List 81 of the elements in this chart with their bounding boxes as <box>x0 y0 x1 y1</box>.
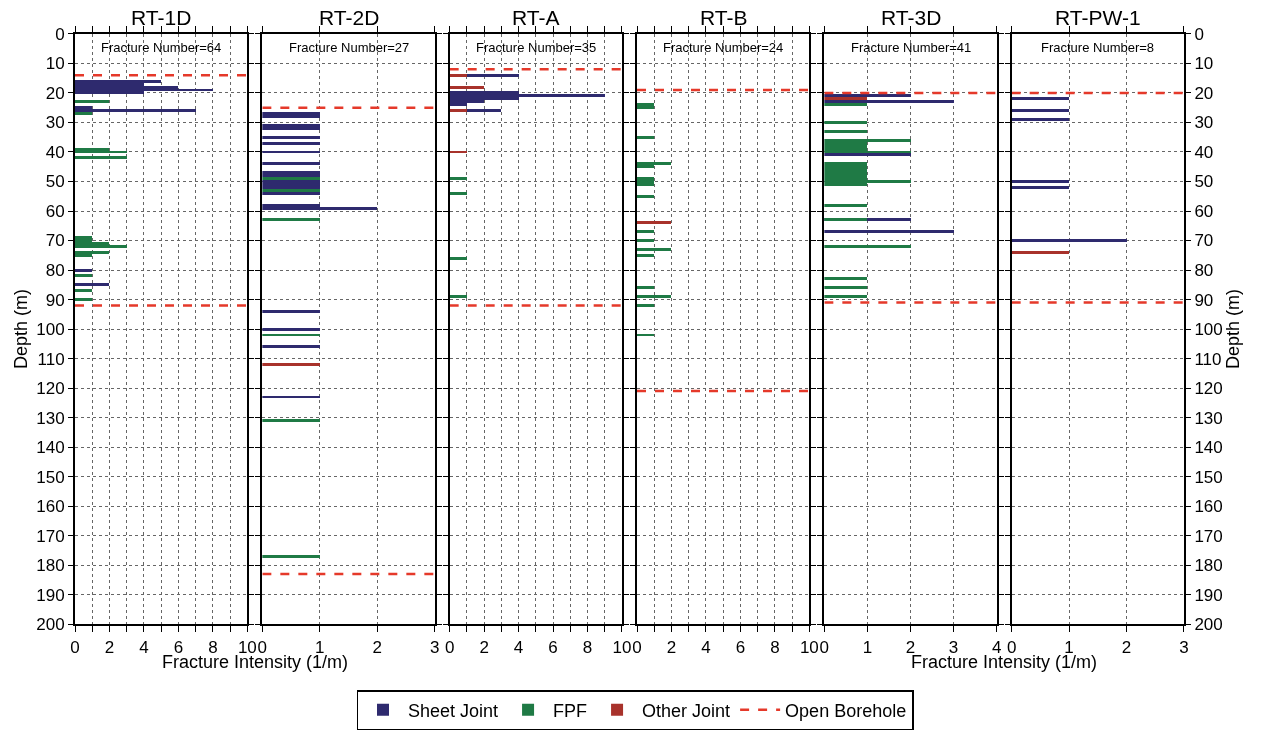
y-tick-label: 10 <box>1194 54 1214 74</box>
y-tick-label: 150 <box>1194 467 1223 487</box>
y-tick-label: 110 <box>1194 349 1222 369</box>
y-tick-label: 50 <box>45 172 65 192</box>
x-tick-label: 0 <box>70 637 80 657</box>
x-tick-label: 3 <box>1179 637 1189 657</box>
y-tick-label: 40 <box>45 142 65 162</box>
x-tick-label: 10 <box>799 637 819 657</box>
y-tick-label: 10 <box>45 54 65 74</box>
legend-label: FPF <box>553 700 588 721</box>
x-tick-label: 4 <box>701 637 711 657</box>
x-tick-label: 0 <box>444 637 455 657</box>
legend-label: Open Borehole <box>785 700 907 721</box>
chart-title: RT-B <box>700 6 748 29</box>
y-tick-label: 200 <box>1194 615 1223 635</box>
y-tick-label: 40 <box>1194 142 1214 162</box>
y-axis-title: Depth (m) <box>1222 289 1243 370</box>
y-tick-label: 140 <box>1194 438 1223 458</box>
x-tick-label: 0 <box>819 637 830 657</box>
y-tick-label: 20 <box>1194 83 1214 103</box>
y-tick-label: 50 <box>1194 172 1214 192</box>
x-tick-label: 2 <box>104 637 115 657</box>
legend-label: Other Joint <box>642 700 731 721</box>
x-tick-label: 8 <box>582 637 593 657</box>
y-tick-label: 190 <box>36 585 65 605</box>
annotation: Fracture Number=27 <box>289 40 410 55</box>
x-tick-label: 2 <box>1121 637 1132 657</box>
y-tick-label: 60 <box>45 201 65 221</box>
y-tick-label: 150 <box>36 467 65 487</box>
y-tick-label: 140 <box>36 438 65 458</box>
y-tick-label: 180 <box>1194 556 1223 576</box>
y-tick-label: 0 <box>1194 24 1204 44</box>
legend-label: Sheet Joint <box>408 700 499 721</box>
y-tick-label: 100 <box>1194 320 1223 340</box>
x-tick-label: 4 <box>139 637 149 657</box>
x-tick-label: 1 <box>862 637 873 657</box>
y-tick-label: 80 <box>1194 261 1214 281</box>
chart-title: RT-A <box>512 6 560 29</box>
y-tick-label: 90 <box>45 290 65 310</box>
y-tick-label: 160 <box>1194 497 1223 517</box>
y-tick-label: 70 <box>45 231 65 251</box>
y-tick-label: 70 <box>1194 231 1214 251</box>
y-tick-label: 60 <box>1194 201 1214 221</box>
x-tick-label: 2 <box>479 637 489 657</box>
annotation: Fracture Number=35 <box>476 40 597 55</box>
y-tick-label: 30 <box>1194 113 1214 133</box>
y-tick-label: 170 <box>36 526 65 546</box>
chart-title: RT-1D <box>131 6 192 29</box>
chart-title: RT-3D <box>881 6 942 29</box>
x-tick-label: 0 <box>632 637 642 657</box>
annotation: Fracture Number=24 <box>663 40 784 55</box>
annotation: Fracture Number=41 <box>851 40 972 55</box>
y-tick-label: 90 <box>1194 290 1214 310</box>
x-tick-label: 10 <box>612 637 632 657</box>
x-tick-label: 6 <box>735 637 746 657</box>
y-tick-label: 30 <box>45 113 65 133</box>
y-tick-label: 180 <box>36 556 65 576</box>
x-tick-label: 6 <box>548 637 558 657</box>
y-tick-label: 130 <box>36 408 65 428</box>
y-tick-label: 130 <box>1194 408 1223 428</box>
x-tick-label: 3 <box>429 637 440 657</box>
x-tick-label: 2 <box>666 637 677 657</box>
x-tick-label: 2 <box>372 637 382 657</box>
chart-title: RT-PW-1 <box>1055 6 1141 29</box>
x-tick-label: 8 <box>770 637 780 657</box>
y-tick-label: 0 <box>55 24 65 44</box>
y-tick-label: 80 <box>45 261 65 281</box>
chart-title: RT-2D <box>319 6 380 29</box>
y-tick-label: 170 <box>1194 526 1223 546</box>
y-tick-label: 120 <box>36 379 65 399</box>
y-tick-label: 190 <box>1194 585 1223 605</box>
annotation: Fracture Number=8 <box>1041 40 1155 55</box>
y-tick-label: 120 <box>1194 379 1223 399</box>
annotation: Fracture Number=64 <box>101 40 222 55</box>
y-tick-label: 200 <box>36 615 65 635</box>
y-axis-title: Depth (m) <box>10 289 31 370</box>
x-tick-label: 4 <box>513 637 524 657</box>
y-tick-label: 100 <box>36 320 65 340</box>
y-tick-label: 20 <box>45 83 65 103</box>
y-tick-label: 160 <box>36 497 65 517</box>
y-tick-label: 110 <box>37 349 65 369</box>
